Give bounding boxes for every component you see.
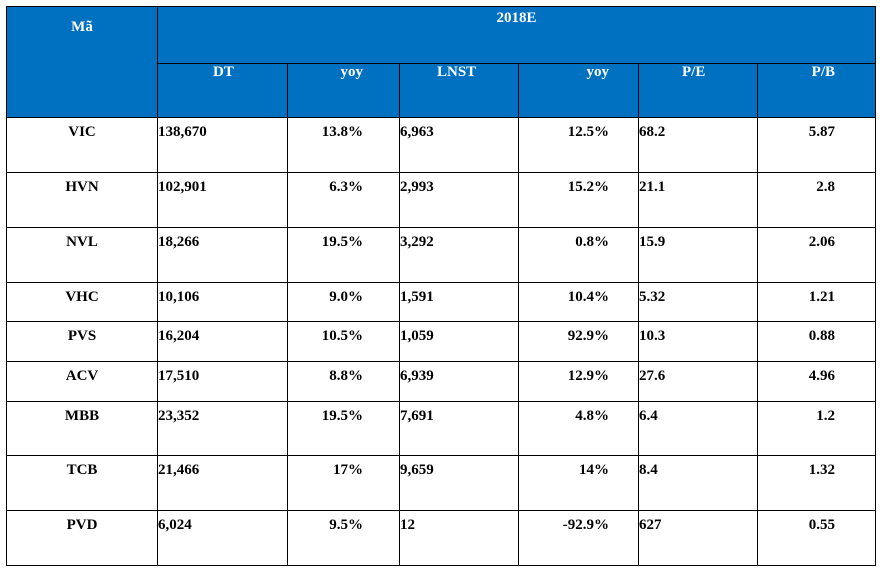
cell-yoy-dt: 19.5% (287, 401, 400, 456)
cell-lnst: 9,659 (399, 455, 519, 511)
header-year: 2018E (157, 6, 876, 64)
cell-yoy-dt: 10.5% (287, 321, 400, 362)
cell-yoy-dt: 8.8% (287, 361, 400, 402)
cell-dt: 17,510 (157, 361, 288, 402)
table-row: VHC 10,106 9.0% 1,591 10.4% 5.32 1.21 (6, 282, 876, 322)
cell-pe: 627 (638, 510, 758, 566)
table-row: NVL 18,266 19.5% 3,292 0.8% 15.9 2.06 (6, 227, 876, 283)
cell-yoy-lnst: 92.9% (518, 321, 639, 362)
cell-yoy-dt: 6.3% (287, 172, 400, 228)
cell-yoy-lnst: 12.5% (518, 117, 639, 173)
table-row: VIC 138,670 13.8% 6,963 12.5% 68.2 5.87 (6, 117, 876, 173)
cell-dt: 18,266 (157, 227, 288, 283)
cell-code: VHC (6, 282, 158, 322)
header-pb: P/B (757, 63, 876, 118)
cell-pb: 1.21 (757, 282, 876, 322)
cell-yoy-lnst: 14% (518, 455, 639, 511)
cell-yoy-lnst: 0.8% (518, 227, 639, 283)
cell-dt: 138,670 (157, 117, 288, 173)
header-dt: DT (157, 63, 288, 118)
cell-yoy-lnst: -92.9% (518, 510, 639, 566)
cell-pe: 27.6 (638, 361, 758, 402)
table-row: PVD 6,024 9.5% 12 -92.9% 627 0.55 (6, 510, 876, 566)
cell-code: VIC (6, 117, 158, 173)
cell-yoy-lnst: 4.8% (518, 401, 639, 456)
table-row: MBB 23,352 19.5% 7,691 4.8% 6.4 1.2 (6, 401, 876, 456)
cell-pb: 2.8 (757, 172, 876, 228)
cell-pe: 10.3 (638, 321, 758, 362)
header-yoy-lnst: yoy (518, 63, 639, 118)
header-pe: P/E (638, 63, 758, 118)
cell-lnst: 1,059 (399, 321, 519, 362)
cell-pb: 1.32 (757, 455, 876, 511)
cell-yoy-lnst: 12.9% (518, 361, 639, 402)
cell-code: TCB (6, 455, 158, 511)
cell-yoy-dt: 17% (287, 455, 400, 511)
cell-lnst: 6,939 (399, 361, 519, 402)
cell-lnst: 6,963 (399, 117, 519, 173)
table-row: PVS 16,204 10.5% 1,059 92.9% 10.3 0.88 (6, 321, 876, 362)
cell-yoy-lnst: 10.4% (518, 282, 639, 322)
table-row: HVN 102,901 6.3% 2,993 15.2% 21.1 2.8 (6, 172, 876, 228)
cell-code: HVN (6, 172, 158, 228)
cell-lnst: 2,993 (399, 172, 519, 228)
table-row: ACV 17,510 8.8% 6,939 12.9% 27.6 4.96 (6, 361, 876, 402)
cell-pe: 21.1 (638, 172, 758, 228)
cell-yoy-dt: 9.0% (287, 282, 400, 322)
cell-yoy-dt: 13.8% (287, 117, 400, 173)
cell-yoy-lnst: 15.2% (518, 172, 639, 228)
cell-dt: 21,466 (157, 455, 288, 511)
cell-pe: 8.4 (638, 455, 758, 511)
cell-dt: 10,106 (157, 282, 288, 322)
cell-pe: 6.4 (638, 401, 758, 456)
table-row: TCB 21,466 17% 9,659 14% 8.4 1.32 (6, 455, 876, 511)
cell-code: PVD (6, 510, 158, 566)
cell-dt: 102,901 (157, 172, 288, 228)
cell-dt: 16,204 (157, 321, 288, 362)
header-ma: Mã (6, 6, 158, 118)
cell-dt: 6,024 (157, 510, 288, 566)
header-yoy-dt: yoy (287, 63, 400, 118)
cell-pb: 4.96 (757, 361, 876, 402)
cell-code: ACV (6, 361, 158, 402)
cell-pb: 0.88 (757, 321, 876, 362)
cell-pe: 15.9 (638, 227, 758, 283)
cell-code: PVS (6, 321, 158, 362)
cell-pe: 68.2 (638, 117, 758, 173)
cell-lnst: 12 (399, 510, 519, 566)
cell-pb: 5.87 (757, 117, 876, 173)
valuation-table: Mã 2018E DT yoy LNST yoy P/E P/B VIC 138,… (6, 6, 876, 566)
cell-yoy-dt: 9.5% (287, 510, 400, 566)
cell-lnst: 3,292 (399, 227, 519, 283)
header-lnst: LNST (399, 63, 519, 118)
cell-code: NVL (6, 227, 158, 283)
cell-dt: 23,352 (157, 401, 288, 456)
cell-pb: 0.55 (757, 510, 876, 566)
cell-yoy-dt: 19.5% (287, 227, 400, 283)
cell-lnst: 1,591 (399, 282, 519, 322)
cell-pb: 1.2 (757, 401, 876, 456)
cell-code: MBB (6, 401, 158, 456)
cell-pe: 5.32 (638, 282, 758, 322)
cell-lnst: 7,691 (399, 401, 519, 456)
cell-pb: 2.06 (757, 227, 876, 283)
